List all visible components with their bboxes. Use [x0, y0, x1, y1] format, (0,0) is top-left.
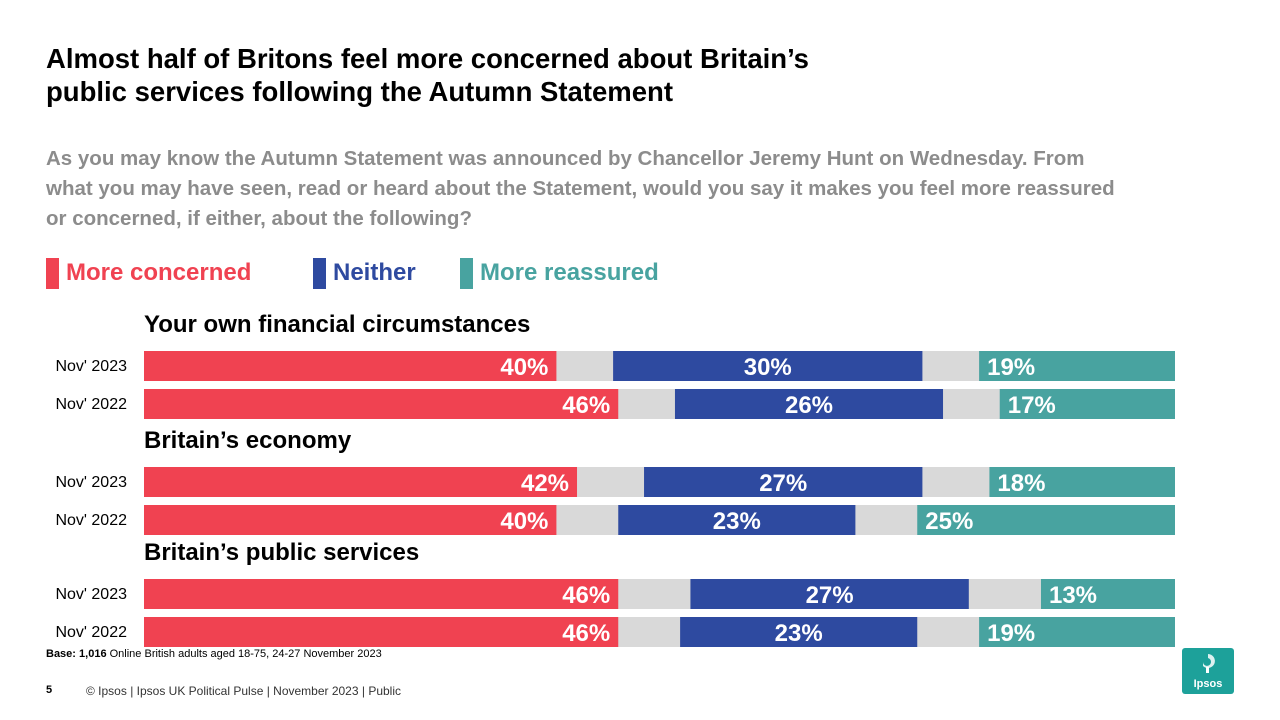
- data-label-reassured: 19%: [987, 620, 1035, 647]
- bar-segment-concerned: [144, 617, 619, 647]
- data-label-neither: 27%: [806, 582, 854, 609]
- group-title: Britain’s public services: [144, 539, 419, 566]
- row-label: Nov' 2023: [55, 586, 127, 603]
- data-label-reassured: 25%: [925, 508, 973, 535]
- bar-segment-neither: [613, 351, 923, 381]
- data-label-neither: 30%: [744, 354, 792, 381]
- legend-swatch-concerned: [46, 258, 59, 289]
- data-label-neither: 23%: [713, 508, 761, 535]
- data-label-concerned: 46%: [562, 582, 610, 609]
- data-label-neither: 23%: [775, 620, 823, 647]
- base-count: 1,016: [79, 648, 107, 660]
- bar-segment-neither: [674, 389, 944, 419]
- row-label: Nov' 2022: [55, 624, 127, 641]
- legend-label-neither: Neither: [333, 259, 416, 286]
- title-line-1: Almost half of Britons feel more concern…: [46, 43, 809, 74]
- bar-segment-concerned: [144, 579, 619, 609]
- bar-segment-concerned: [144, 505, 557, 535]
- bar-segment-neither: [618, 505, 856, 535]
- data-label-concerned: 40%: [500, 508, 548, 535]
- title-line-2: public services following the Autumn Sta…: [46, 76, 673, 107]
- bar-segment-neither: [680, 617, 918, 647]
- bar-segment-reassured: [979, 617, 1175, 647]
- bar-segment-concerned: [144, 467, 578, 497]
- bar-segment-concerned: [144, 351, 557, 381]
- data-label-reassured: 17%: [1008, 392, 1056, 419]
- data-label-reassured: 13%: [1049, 582, 1097, 609]
- base-text: Online British adults aged 18-75, 24-27 …: [109, 648, 382, 660]
- data-label-neither: 27%: [759, 470, 807, 497]
- data-label-concerned: 46%: [562, 392, 610, 419]
- legend-label-concerned: More concerned: [66, 259, 252, 286]
- bar-segment-reassured: [989, 467, 1175, 497]
- bar-segment-reassured: [999, 389, 1175, 419]
- legend-swatch-reassured: [460, 258, 473, 289]
- bar-segment-concerned: [144, 389, 619, 419]
- bar-segment-reassured: [917, 505, 1175, 535]
- data-label-reassured: 18%: [997, 470, 1045, 497]
- group-title: Your own financial circumstances: [144, 311, 530, 338]
- page-title: Almost half of Britons feel more concern…: [46, 42, 1046, 108]
- legend-swatch-neither: [313, 258, 326, 289]
- base-note: Base: 1,016 Online British adults aged 1…: [46, 648, 382, 660]
- legend-label-reassured: More reassured: [480, 259, 659, 286]
- page-number: 5: [46, 684, 53, 696]
- data-label-neither: 26%: [785, 392, 833, 419]
- data-label-concerned: 46%: [562, 620, 610, 647]
- base-label: Base:: [46, 648, 76, 660]
- bar-segment-reassured: [1040, 579, 1175, 609]
- row-label: Nov' 2023: [55, 474, 127, 491]
- logo-text: Ipsos: [1193, 678, 1223, 690]
- ipsos-logo-mark-icon: [1203, 654, 1215, 673]
- ipsos-logo: Ipsos: [1182, 648, 1234, 694]
- bar-segment-neither: [690, 579, 969, 609]
- bar-segment-neither: [644, 467, 923, 497]
- data-label-concerned: 42%: [521, 470, 569, 497]
- row-label: Nov' 2022: [55, 396, 127, 413]
- row-label: Nov' 2023: [55, 358, 127, 375]
- survey-question: As you may know the Autumn Statement was…: [46, 147, 1115, 230]
- bar-segment-reassured: [979, 351, 1175, 381]
- data-label-reassured: 19%: [987, 354, 1035, 381]
- row-label: Nov' 2022: [55, 512, 127, 529]
- footer-text: © Ipsos | Ipsos UK Political Pulse | Nov…: [86, 684, 401, 698]
- data-label-concerned: 40%: [500, 354, 548, 381]
- group-title: Britain’s economy: [144, 427, 352, 454]
